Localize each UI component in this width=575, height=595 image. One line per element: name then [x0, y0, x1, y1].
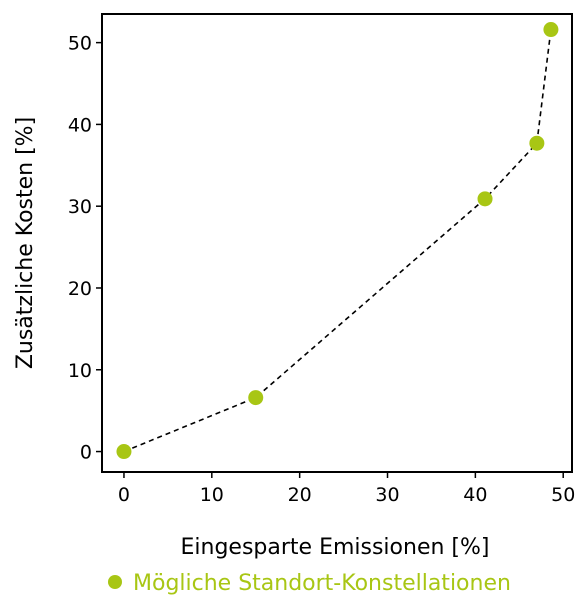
legend-marker: [108, 575, 122, 589]
data-point: [248, 390, 264, 406]
points: [116, 22, 559, 460]
y-tick-label: 40: [68, 114, 92, 136]
ticks: 0 10 20 30 40 50 0 10 20 30 40 50: [68, 33, 575, 506]
x-axis-title: Eingesparte Emissionen [%]: [181, 535, 490, 560]
series-connector-line: [123, 29, 552, 453]
connector-layer: [123, 29, 552, 453]
plot-frame: [101, 13, 573, 473]
x-tick-label: 20: [288, 484, 312, 506]
y-tick-label: 10: [68, 360, 92, 382]
y-tick-label: 30: [68, 196, 92, 218]
x-tick-label: 40: [463, 484, 487, 506]
data-point: [529, 135, 545, 151]
data-point: [543, 22, 559, 38]
x-tick-label: 10: [200, 484, 224, 506]
y-axis-title: Zusätzliche Kosten [%]: [13, 117, 38, 369]
x-tick-label: 0: [118, 484, 130, 506]
data-point: [116, 444, 132, 460]
legend-label: Mögliche Standort-Konstellationen: [133, 571, 511, 595]
y-tick-label: 20: [68, 278, 92, 300]
y-tick-label: 50: [68, 33, 92, 55]
y-tick-label: 0: [80, 442, 92, 464]
data-point: [477, 191, 493, 207]
x-tick-label: 30: [375, 484, 399, 506]
x-tick-label: 50: [551, 484, 575, 506]
